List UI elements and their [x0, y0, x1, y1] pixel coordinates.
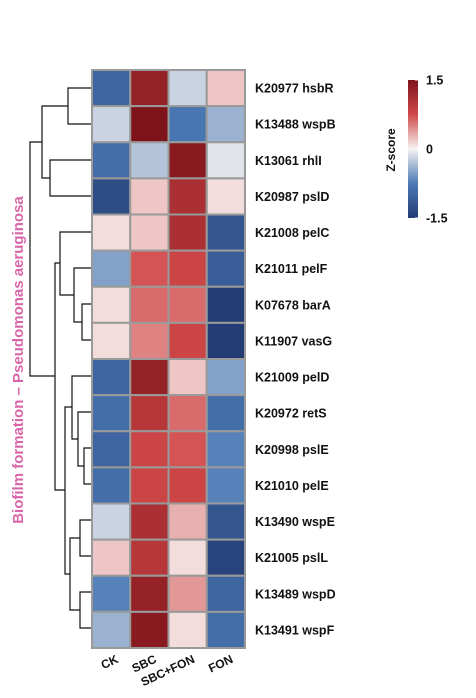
heatmap-cell	[167, 466, 208, 505]
column-label: FON	[206, 652, 235, 675]
heatmap-cell	[205, 574, 246, 613]
heatmap-cell	[91, 466, 132, 505]
heatmap-cell	[91, 69, 132, 108]
row-label: K21011 pelF	[255, 262, 328, 276]
heatmap-cell	[91, 321, 132, 360]
row-label: K13491 wspF	[255, 623, 335, 637]
heatmap-cell	[167, 610, 208, 649]
heatmap-cell	[167, 538, 208, 577]
heatmap-cell	[129, 69, 170, 108]
heatmap-cell	[129, 358, 170, 397]
heatmap-cell	[205, 69, 246, 108]
heatmap-cell	[91, 430, 132, 469]
heatmap-cell	[205, 538, 246, 577]
heatmap-cell	[167, 394, 208, 433]
row-label: K20998 pslE	[255, 443, 329, 457]
heatmap-cell	[167, 249, 208, 288]
heatmap-cell	[91, 394, 132, 433]
heatmap-cell	[129, 105, 170, 144]
heatmap-cell	[205, 249, 246, 288]
heatmap-cell	[129, 538, 170, 577]
heatmap-cell	[129, 141, 170, 180]
heatmap-cell	[91, 177, 132, 216]
colorbar-tick-label: -1.5	[426, 212, 448, 226]
heatmap-cell	[167, 321, 208, 360]
heatmap-cell	[205, 321, 246, 360]
heatmap-cell	[167, 105, 208, 144]
row-label: K20972 retS	[255, 407, 327, 421]
heatmap-cell	[129, 610, 170, 649]
heatmap-cell	[167, 285, 208, 324]
heatmap-cell	[205, 177, 246, 216]
heatmap-cell	[91, 105, 132, 144]
heatmap-cell	[205, 285, 246, 324]
row-label: K11907 vasG	[255, 334, 332, 348]
heatmap-cell	[129, 502, 170, 541]
heatmap-cell	[205, 213, 246, 252]
heatmap-cell	[91, 502, 132, 541]
heatmap-cell	[91, 574, 132, 613]
row-label: K20987 pslD	[255, 190, 329, 204]
heatmap-cell	[167, 430, 208, 469]
heatmap-cell	[91, 249, 132, 288]
row-label: K21005 pslL	[255, 551, 328, 565]
colorbar-tick-label: 0	[426, 143, 433, 157]
row-label: K21008 pelC	[255, 226, 329, 240]
heatmap-cell	[167, 177, 208, 216]
heatmap-cell	[91, 358, 132, 397]
heatmap-cell	[129, 285, 170, 324]
heatmap-cell	[91, 213, 132, 252]
heatmap-cell	[167, 574, 208, 613]
heatmap-cell	[205, 610, 246, 649]
heatmap-cell	[129, 394, 170, 433]
heatmap-cell	[205, 466, 246, 505]
heatmap-cell	[91, 538, 132, 577]
colorbar	[408, 80, 418, 218]
row-label: K21010 pelE	[255, 479, 329, 493]
row-label: K07678 barA	[255, 298, 331, 312]
heatmap-cell	[167, 141, 208, 180]
heatmap-cell	[91, 285, 132, 324]
colorbar-label: Z-score	[384, 128, 398, 172]
column-label: CK	[99, 652, 121, 672]
heatmap-cell	[205, 358, 246, 397]
heatmap-cell	[205, 502, 246, 541]
heatmap-cell	[129, 249, 170, 288]
heatmap-cell	[129, 430, 170, 469]
row-label: K13489 wspD	[255, 587, 336, 601]
heatmap-cell	[167, 69, 208, 108]
heatmap-cell	[205, 430, 246, 469]
heatmap-cell	[205, 141, 246, 180]
heatmap-cell	[129, 177, 170, 216]
heatmap-cell	[167, 358, 208, 397]
y-axis-label: Biofilm formation – Pseudomonas aerugino…	[10, 196, 27, 524]
heatmap-cell	[129, 574, 170, 613]
heatmap-cell	[167, 502, 208, 541]
row-label: K20977 hsbR	[255, 82, 334, 96]
heatmap-cell	[167, 213, 208, 252]
heatmap-cell	[205, 105, 246, 144]
heatmap-cell	[129, 213, 170, 252]
row-label: K13488 wspB	[255, 118, 336, 132]
heatmap-cell	[129, 321, 170, 360]
heatmap-cell	[205, 394, 246, 433]
row-label: K13061 rhlI	[255, 154, 322, 168]
heatmap-cell	[91, 610, 132, 649]
heatmap-cell	[129, 466, 170, 505]
colorbar-tick-label: 1.5	[426, 74, 443, 88]
dendrogram	[29, 87, 92, 629]
heatmap-cell	[91, 141, 132, 180]
row-label: K13490 wspE	[255, 515, 335, 529]
row-label: K21009 pelD	[255, 371, 329, 385]
